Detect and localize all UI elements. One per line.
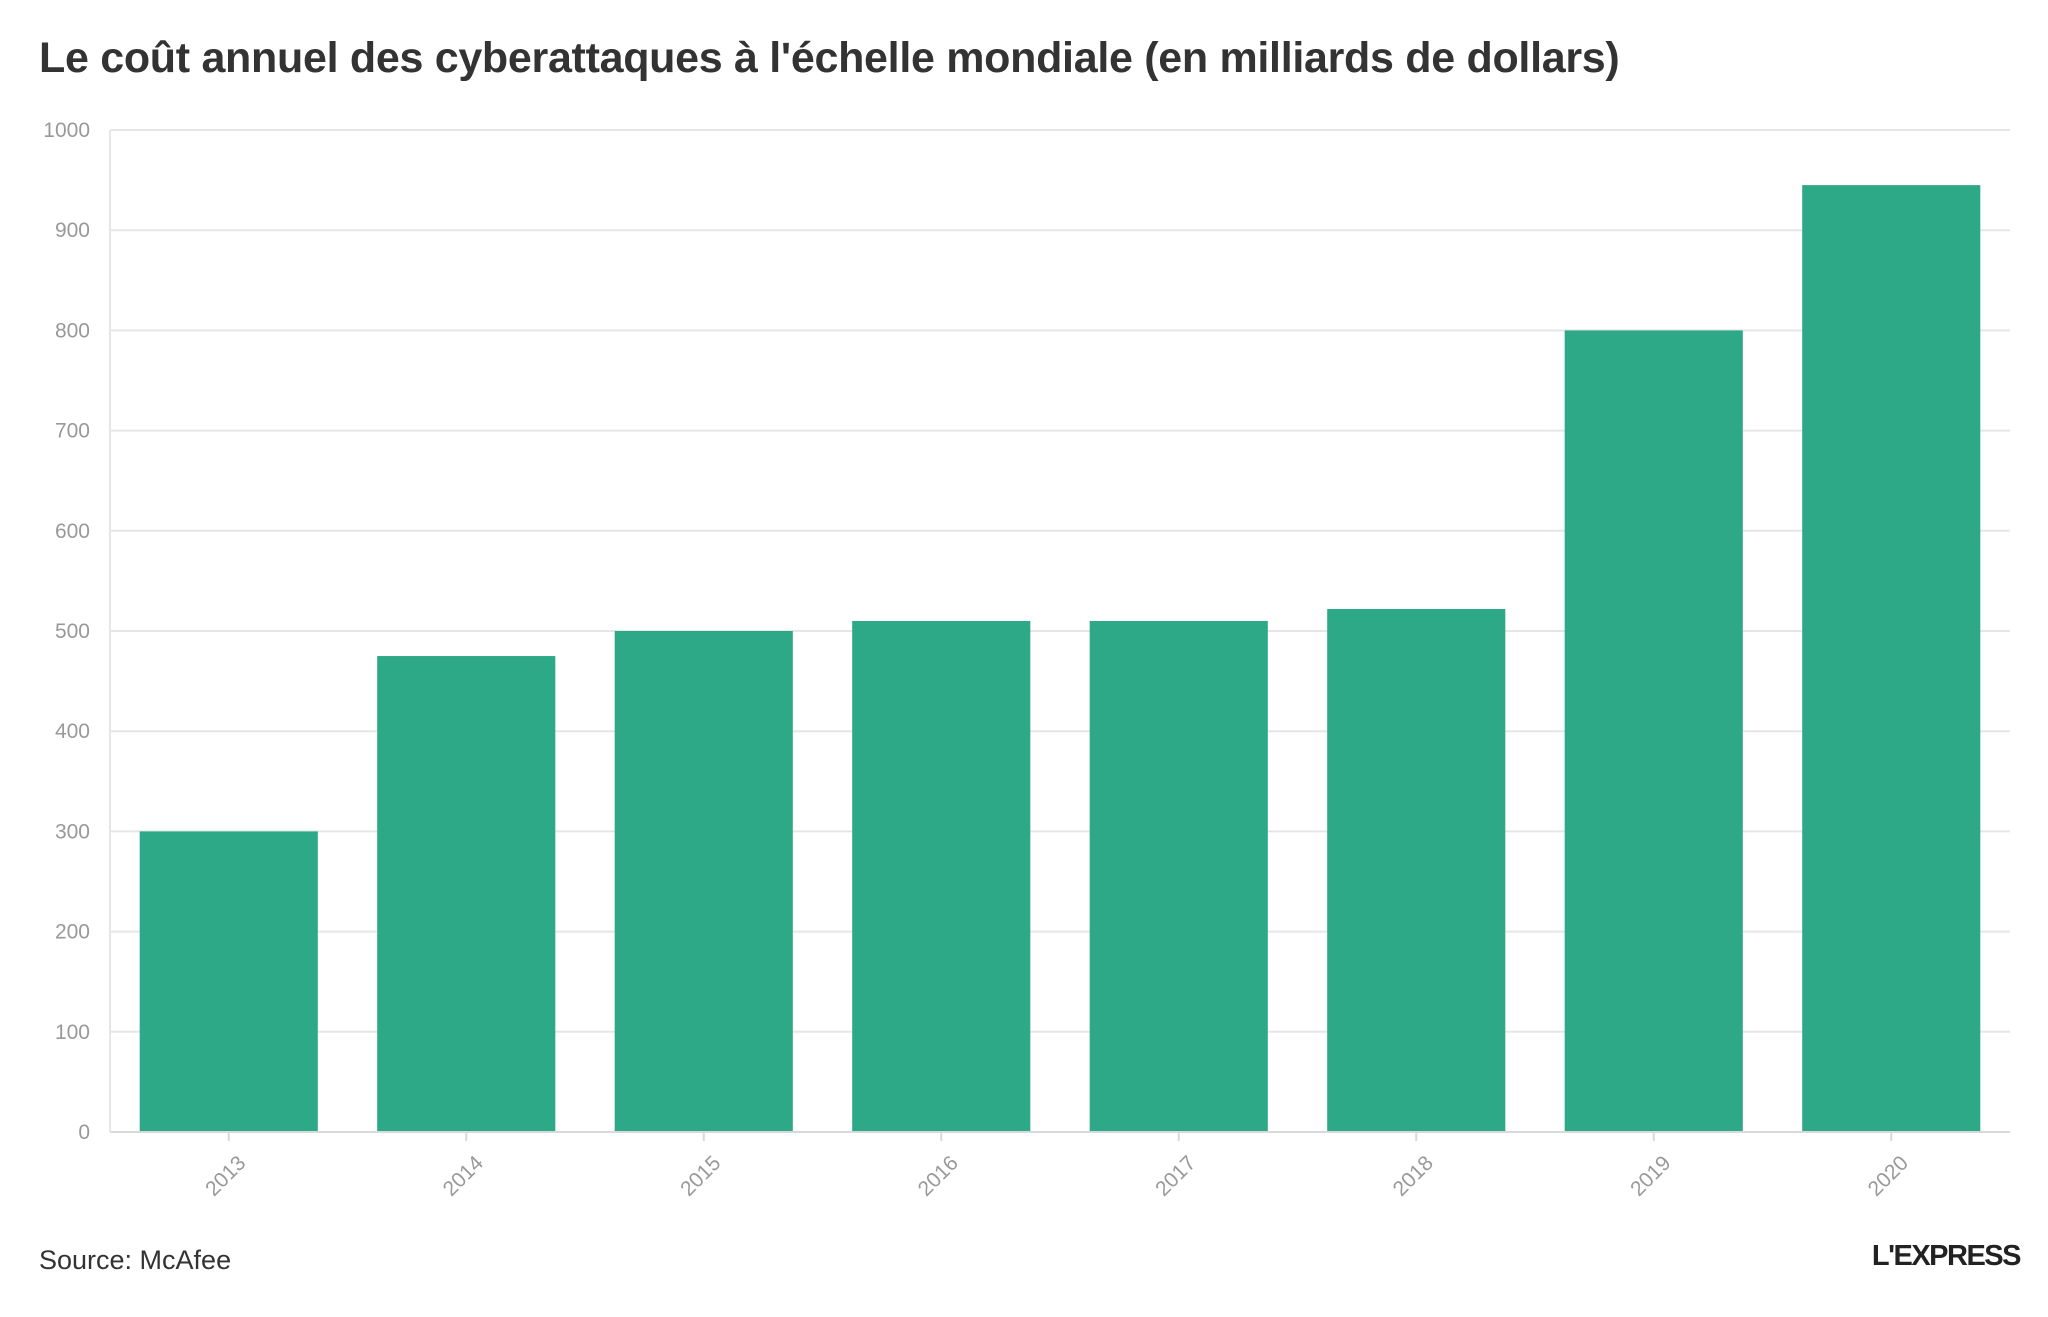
y-tick-label: 700 — [55, 420, 90, 443]
y-tick-label: 300 — [55, 820, 90, 843]
y-tick-label: 0 — [78, 1121, 90, 1144]
bar-2018 — [1327, 608, 1506, 1132]
x-tick-label: 2020 — [1864, 1151, 1913, 1200]
x-tick-label: 2015 — [676, 1151, 725, 1200]
x-axis-ticks: 2013 2014 2015 2016 2017 2018 2019 2020 — [201, 1151, 1913, 1201]
bar-2019 — [1564, 330, 1743, 1132]
bar-2016 — [852, 620, 1031, 1132]
chart-title: Le coût annuel des cyberattaques à l'éch… — [39, 34, 1620, 82]
source-note: Source: McAfee — [39, 1245, 232, 1275]
y-tick-label: 500 — [55, 620, 90, 643]
y-tick-label: 200 — [55, 921, 90, 944]
y-tick-label: 900 — [55, 219, 90, 242]
x-tick-label: 2014 — [439, 1151, 489, 1201]
x-tick-label: 2016 — [914, 1151, 963, 1200]
bar-2015 — [614, 631, 793, 1132]
y-tick-label: 1000 — [43, 119, 90, 142]
bars — [139, 185, 1981, 1133]
x-tick-label: 2018 — [1389, 1151, 1438, 1200]
y-tick-label: 800 — [55, 319, 90, 342]
y-tick-label: 100 — [55, 1021, 90, 1044]
y-tick-label: 400 — [55, 720, 90, 743]
publisher-logo: L'EXPRESS — [1871, 1240, 2022, 1272]
bar-2020 — [1802, 185, 1981, 1133]
x-tick-label: 2019 — [1626, 1151, 1675, 1200]
x-axis — [109, 130, 2010, 1141]
x-tick-label: 2013 — [201, 1151, 250, 1200]
bar-2013 — [139, 831, 318, 1132]
y-axis-ticks: 0 100 200 300 400 500 600 700 800 900 1000 — [43, 119, 90, 1144]
y-tick-label: 600 — [55, 520, 90, 543]
bar-2017 — [1089, 620, 1268, 1132]
bar-2014 — [377, 656, 556, 1132]
x-tick-label: 2017 — [1151, 1151, 1200, 1200]
